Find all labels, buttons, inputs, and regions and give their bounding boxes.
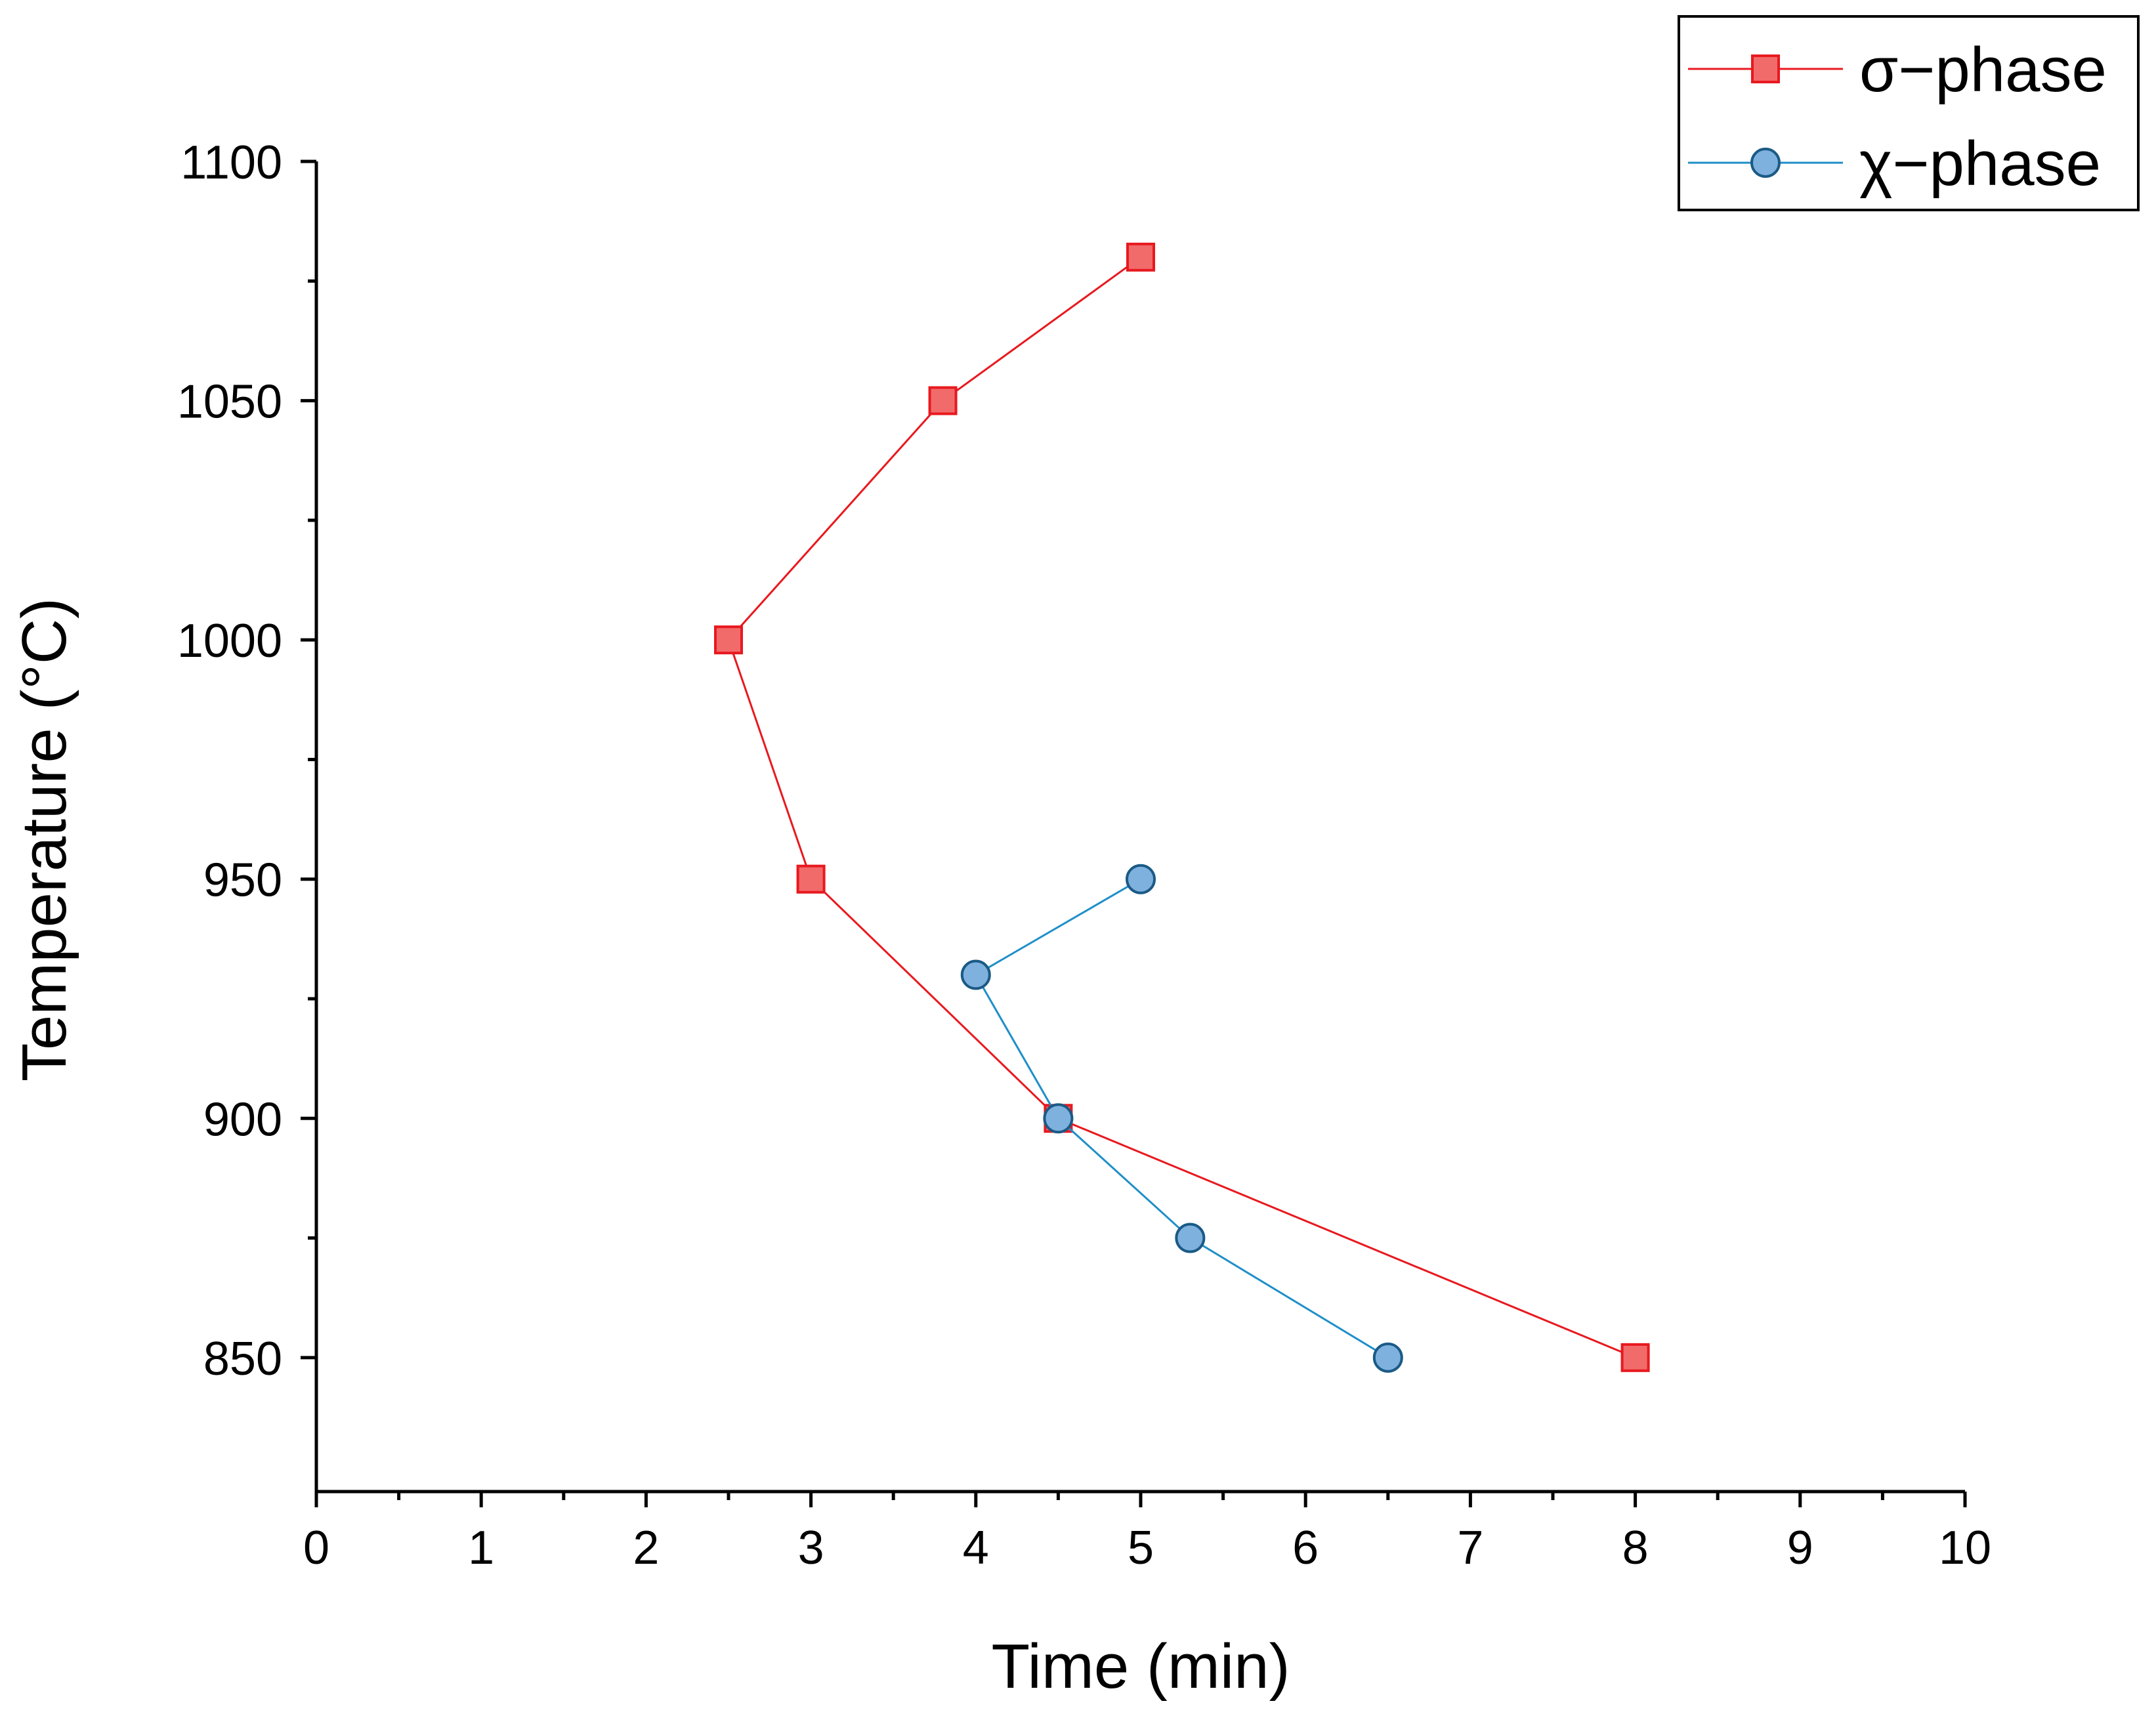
x-tick-label-6: 6 — [1292, 1522, 1319, 1574]
x-tick-label-0: 0 — [303, 1522, 329, 1574]
data-point — [960, 959, 991, 990]
legend-label-chi: χ−phase — [1859, 129, 2101, 199]
x-tick-label-2: 2 — [633, 1522, 659, 1574]
data-point — [714, 625, 743, 655]
x-tick-label-10: 10 — [1939, 1522, 1991, 1574]
data-point — [1175, 1223, 1206, 1253]
series-layer — [714, 242, 1650, 1373]
series-line — [727, 256, 1636, 1359]
legend-entry-sigma: σ−phase — [1688, 35, 2107, 105]
x-tick-label-7: 7 — [1457, 1522, 1483, 1574]
x-tick-label-8: 8 — [1622, 1522, 1649, 1574]
y-tick-label-950: 950 — [203, 854, 282, 907]
data-point — [1043, 1103, 1074, 1134]
y-tick-label-1000: 1000 — [177, 615, 282, 667]
x-tick-label-9: 9 — [1787, 1522, 1813, 1574]
x-tick-label-4: 4 — [963, 1522, 989, 1574]
x-tick-label-5: 5 — [1128, 1522, 1154, 1574]
series-chi — [960, 864, 1403, 1373]
data-point — [796, 864, 826, 894]
legend-marker-chi — [1750, 148, 1781, 178]
legend: σ−phase χ−phase — [1678, 15, 2140, 211]
series-sigma — [714, 242, 1650, 1372]
y-axis-title: Temperature (°C) — [9, 598, 79, 1081]
y-tick-label-850: 850 — [203, 1333, 282, 1385]
x-axis-title: Time (min) — [991, 1631, 1290, 1702]
y-tick-label-900: 900 — [203, 1093, 282, 1146]
y-ticks: 850 900 950 1000 1050 1100 — [177, 136, 316, 1385]
x-tick-label-3: 3 — [798, 1522, 824, 1574]
legend-marker-sigma — [1751, 54, 1780, 83]
data-point — [1620, 1343, 1650, 1372]
legend-label-sigma: σ−phase — [1859, 35, 2107, 105]
x-ticks: 0 1 2 3 4 5 6 7 8 9 10 — [303, 1492, 1991, 1574]
x-tick-label-1: 1 — [468, 1522, 494, 1574]
axes — [314, 161, 1965, 1494]
data-point — [1126, 864, 1156, 894]
data-point — [928, 386, 958, 415]
legend-entry-chi: χ−phase — [1688, 129, 2101, 199]
series-line — [974, 878, 1389, 1359]
legend-box — [1678, 15, 2140, 211]
y-tick-label-1050: 1050 — [177, 376, 282, 429]
data-point — [1126, 242, 1155, 272]
data-point — [1372, 1342, 1403, 1373]
y-tick-label-1100: 1100 — [180, 136, 282, 189]
